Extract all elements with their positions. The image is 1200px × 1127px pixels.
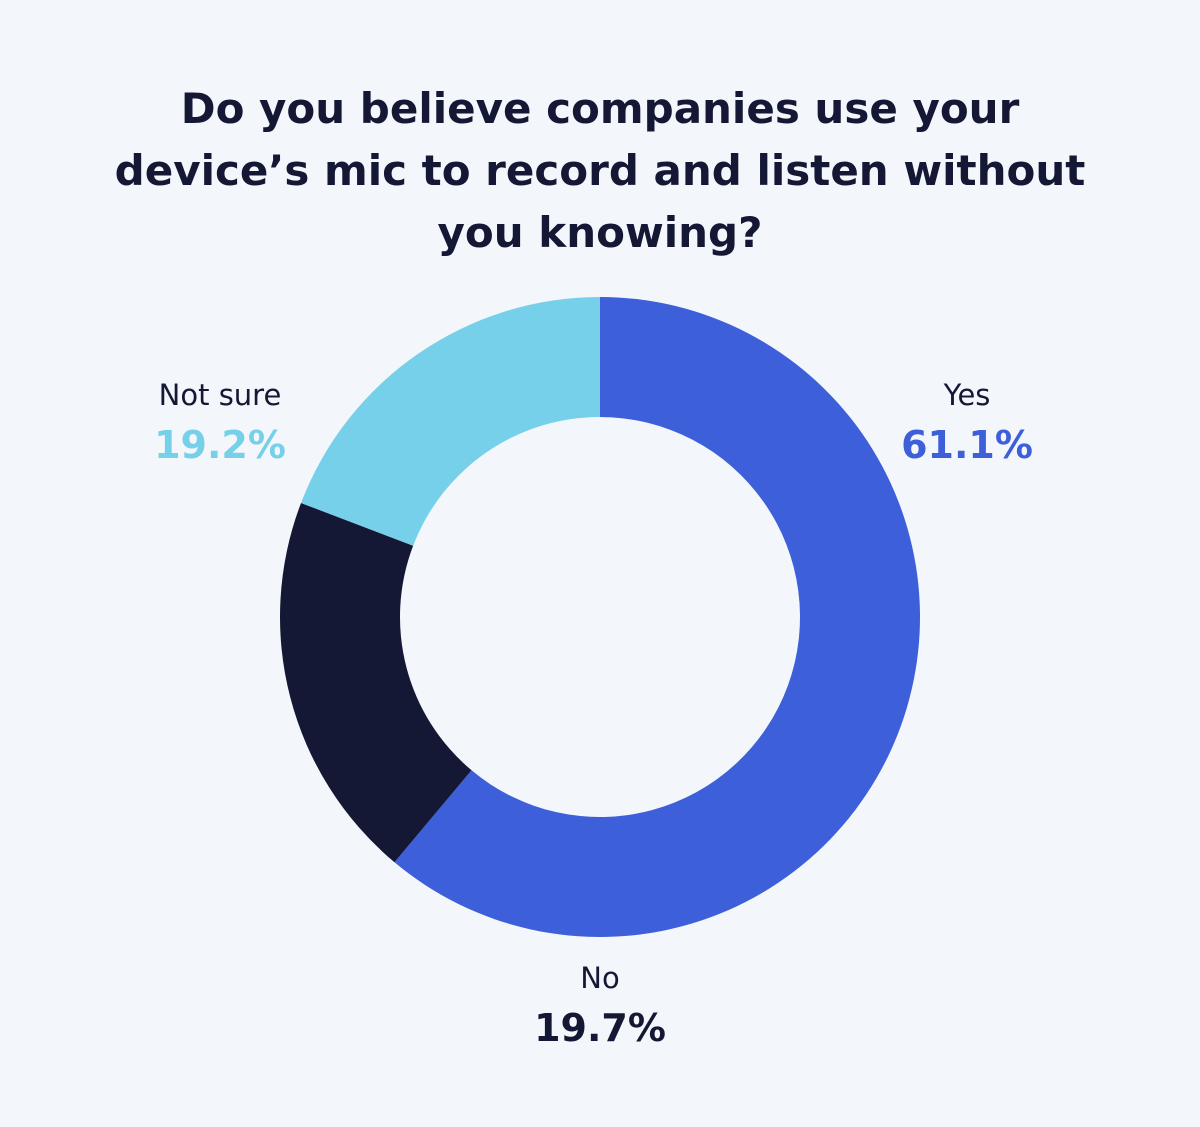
- donut-segment: [394, 297, 921, 937]
- value-label: 61.1%: [901, 423, 1033, 467]
- value-label: 19.7%: [534, 1006, 666, 1050]
- chart-title: Do you believe companies use your device…: [114, 84, 1086, 257]
- value-label: 19.2%: [154, 423, 286, 467]
- donut-segment: [301, 297, 600, 546]
- donut-segment: [280, 502, 472, 863]
- category-label: No: [580, 961, 619, 995]
- category-label: Yes: [943, 378, 991, 412]
- category-label: Not sure: [159, 378, 282, 412]
